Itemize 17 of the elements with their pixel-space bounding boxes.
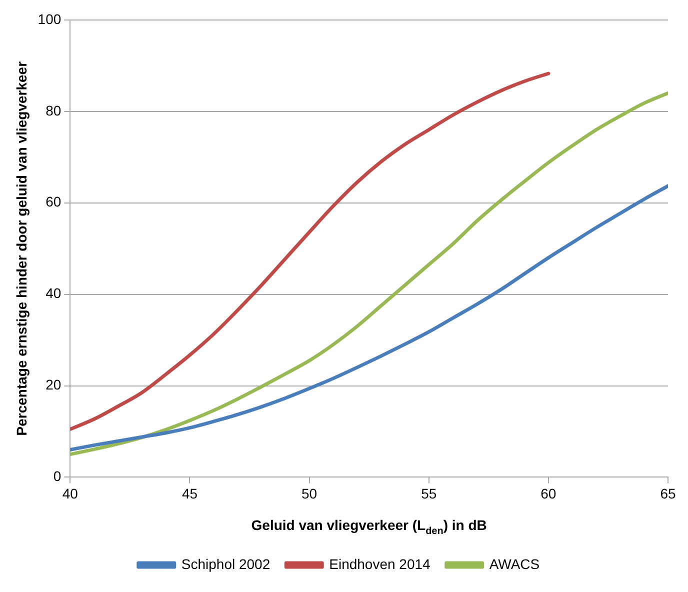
legend-label: Eindhoven 2014 [329, 556, 431, 572]
legend-label: Schiphol 2002 [181, 556, 270, 572]
x-tick-label: 40 [62, 485, 78, 502]
x-tick-label: 50 [302, 485, 318, 502]
x-tick-label: 55 [421, 485, 437, 502]
y-axis-title: Percentage ernstige hinder door geluid van vliegverkeer [13, 60, 30, 436]
y-tick-label: 20 [46, 376, 62, 393]
y-tick-label: 0 [53, 468, 62, 484]
y-tick-label: 60 [46, 194, 62, 210]
x-tick-label: 60 [540, 485, 556, 502]
y-tick-label: 100 [38, 10, 62, 27]
y-tick-label: 40 [46, 285, 62, 302]
x-tick-label: 45 [182, 485, 198, 502]
line-series [70, 72, 550, 431]
x-tick-label: 65 [660, 485, 676, 502]
y-tick-label: 80 [46, 102, 62, 118]
legend-label: AWACS [489, 556, 540, 572]
